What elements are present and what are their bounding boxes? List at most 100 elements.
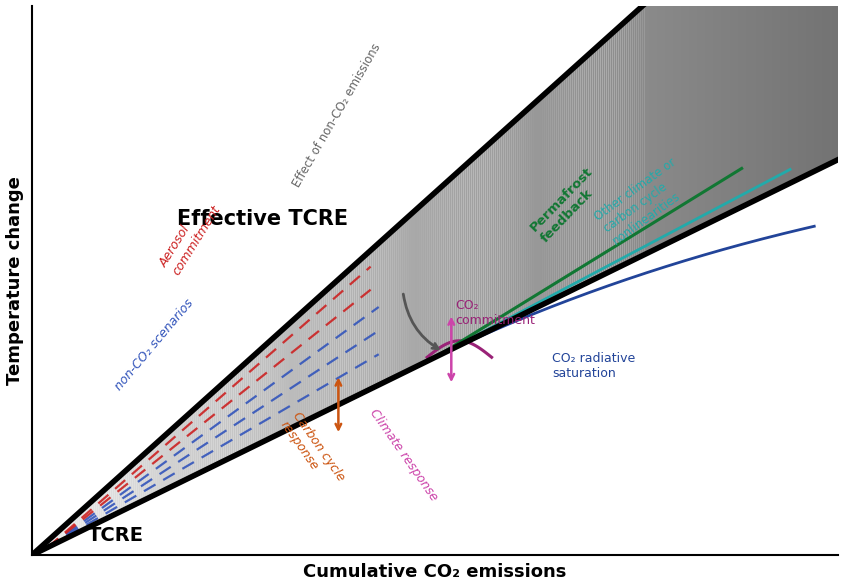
Text: Permafrost
feedback: Permafrost feedback (528, 165, 606, 245)
Polygon shape (584, 56, 587, 284)
Polygon shape (697, 5, 700, 229)
Polygon shape (504, 129, 506, 323)
Polygon shape (609, 35, 610, 272)
Polygon shape (214, 390, 215, 466)
Polygon shape (693, 5, 695, 231)
Polygon shape (385, 236, 387, 382)
Polygon shape (749, 5, 752, 203)
Polygon shape (330, 285, 333, 409)
Polygon shape (830, 5, 832, 163)
Polygon shape (421, 203, 423, 364)
Polygon shape (149, 448, 151, 498)
Polygon shape (534, 102, 536, 309)
Polygon shape (427, 198, 429, 361)
Polygon shape (581, 60, 582, 286)
Polygon shape (494, 138, 495, 329)
Polygon shape (256, 352, 257, 446)
Polygon shape (548, 89, 550, 302)
Polygon shape (776, 5, 778, 190)
Polygon shape (613, 31, 614, 270)
Polygon shape (52, 535, 54, 545)
Polygon shape (647, 5, 649, 254)
Polygon shape (389, 232, 391, 380)
Y-axis label: Temperature change: Temperature change (6, 176, 24, 384)
Polygon shape (58, 529, 60, 542)
Polygon shape (161, 437, 163, 492)
Polygon shape (836, 5, 838, 160)
Polygon shape (353, 265, 354, 398)
Polygon shape (310, 303, 312, 419)
Polygon shape (360, 258, 363, 394)
Polygon shape (516, 118, 518, 318)
Polygon shape (294, 318, 296, 427)
Polygon shape (565, 75, 566, 294)
Polygon shape (645, 5, 647, 254)
Polygon shape (89, 502, 90, 527)
Polygon shape (356, 261, 359, 396)
Polygon shape (205, 397, 208, 470)
Polygon shape (167, 432, 169, 489)
Polygon shape (760, 5, 762, 198)
Polygon shape (141, 456, 143, 502)
Polygon shape (185, 416, 187, 480)
Polygon shape (550, 87, 552, 301)
Polygon shape (292, 319, 294, 427)
Polygon shape (522, 113, 524, 315)
Polygon shape (490, 141, 491, 330)
Polygon shape (60, 528, 62, 541)
Polygon shape (106, 486, 109, 518)
Polygon shape (50, 537, 52, 546)
Polygon shape (387, 234, 389, 381)
Polygon shape (733, 5, 736, 211)
Polygon shape (738, 5, 739, 209)
Polygon shape (171, 428, 173, 487)
Polygon shape (482, 149, 484, 335)
Polygon shape (677, 5, 679, 238)
Polygon shape (643, 5, 645, 255)
Polygon shape (495, 136, 498, 328)
Polygon shape (175, 424, 177, 485)
Polygon shape (288, 323, 290, 430)
Polygon shape (473, 156, 475, 339)
Polygon shape (820, 5, 822, 168)
Polygon shape (419, 205, 421, 365)
Polygon shape (373, 247, 375, 388)
Polygon shape (465, 163, 468, 342)
Polygon shape (498, 134, 500, 326)
Polygon shape (786, 5, 788, 185)
Polygon shape (423, 201, 425, 363)
Polygon shape (234, 372, 235, 456)
Polygon shape (732, 5, 733, 212)
Polygon shape (758, 5, 760, 199)
Polygon shape (703, 5, 706, 226)
Polygon shape (723, 5, 726, 216)
Polygon shape (407, 216, 409, 371)
Polygon shape (363, 256, 365, 393)
Polygon shape (462, 167, 463, 345)
Polygon shape (587, 55, 588, 283)
Polygon shape (354, 263, 356, 397)
Polygon shape (138, 457, 141, 502)
Polygon shape (484, 147, 485, 333)
Polygon shape (102, 490, 105, 521)
X-axis label: Cumulative CO₂ emissions: Cumulative CO₂ emissions (304, 564, 567, 582)
Polygon shape (415, 209, 417, 367)
Polygon shape (826, 5, 828, 166)
Polygon shape (619, 26, 620, 267)
Polygon shape (661, 5, 663, 247)
Polygon shape (36, 549, 38, 553)
Polygon shape (667, 5, 669, 244)
Polygon shape (685, 5, 687, 235)
Polygon shape (244, 363, 246, 451)
Polygon shape (195, 406, 197, 475)
Polygon shape (784, 5, 786, 186)
Polygon shape (774, 5, 776, 191)
Polygon shape (695, 5, 697, 230)
Polygon shape (669, 5, 671, 242)
Polygon shape (193, 408, 195, 476)
Polygon shape (603, 40, 604, 275)
Polygon shape (431, 194, 433, 359)
Polygon shape (119, 475, 121, 512)
Polygon shape (491, 140, 494, 329)
Polygon shape (376, 243, 379, 386)
